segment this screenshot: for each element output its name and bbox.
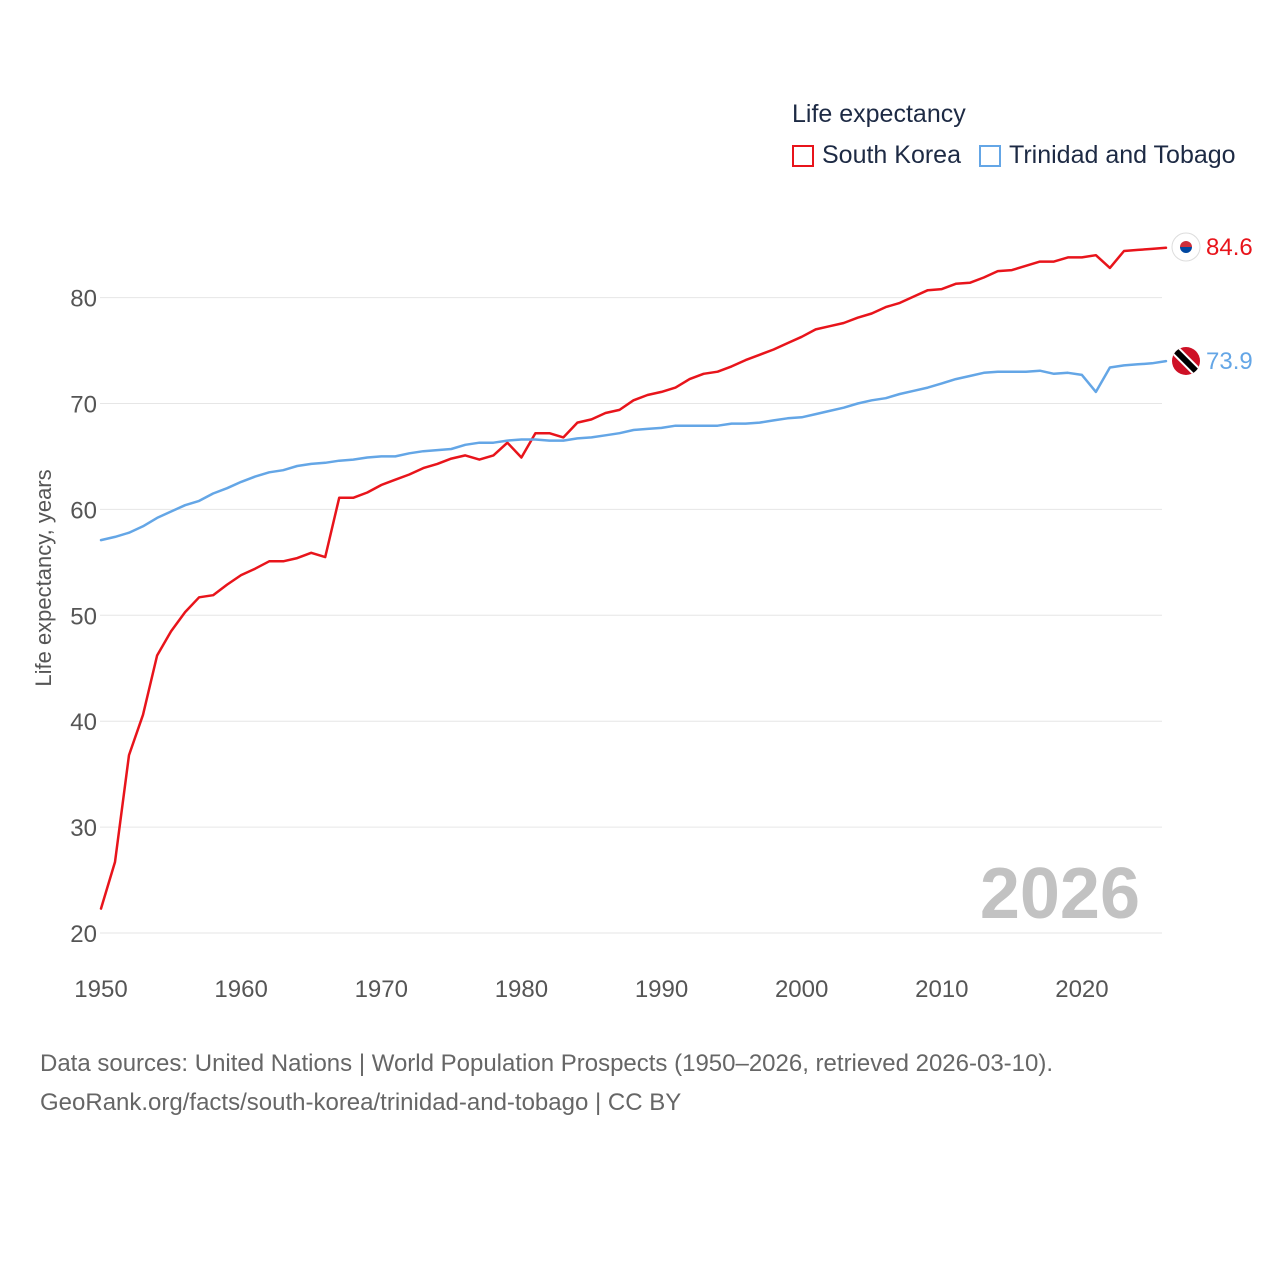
series-line-south-korea[interactable] [99,246,1168,910]
y-tick-label: 70 [70,392,97,419]
y-tick-label: 40 [70,709,97,736]
footer: Data sources: United Nations | World Pop… [40,1044,1053,1122]
x-axis: 1950 1960 1970 1980 1990 2000 2010 2020 [74,976,1108,1003]
trinidad-and-tobago-flag-icon [1172,347,1200,375]
y-axis: 20 30 40 50 60 70 80 [70,286,97,948]
legend-item-south-korea[interactable]: South Korea [792,141,961,170]
legend-title: Life expectancy [792,100,966,128]
x-tick-label: 1960 [214,976,267,1003]
x-tick-label: 2010 [915,976,968,1003]
south-korea-flag-icon [1171,232,1201,262]
legend: South Korea Trinidad and Tobago [792,141,1254,170]
source-link[interactable]: GeoRank.org/facts/south-korea/trinidad-a… [40,1089,682,1116]
y-tick-label: 20 [70,921,97,948]
end-label-trinidad-and-tobago: 73.9 [1206,348,1253,375]
legend-label-trinidad-and-tobago: Trinidad and Tobago [1009,141,1236,169]
x-tick-label: 2000 [775,976,828,1003]
legend-item-trinidad-and-tobago[interactable]: Trinidad and Tobago [979,141,1236,170]
y-tick-label: 30 [70,815,97,842]
year-watermark: 2026 [980,854,1140,934]
end-label-south-korea: 84.6 [1206,234,1253,261]
series-line-trinidad-and-tobago[interactable] [99,359,1168,542]
grid-lines [100,297,1162,934]
x-tick-label: 1950 [74,976,127,1003]
legend-swatch-trinidad-and-tobago [979,144,1001,167]
y-tick-label: 80 [70,286,97,313]
y-tick-label: 50 [70,603,97,630]
x-tick-label: 1970 [355,976,408,1003]
series-lines [99,246,1168,910]
x-tick-label: 1990 [635,976,688,1003]
legend-label-south-korea: South Korea [822,141,961,169]
x-tick-label: 2020 [1055,976,1108,1003]
data-source-text: Data sources: United Nations | World Pop… [40,1050,1054,1077]
x-tick-label: 1980 [495,976,548,1003]
y-tick-label: 60 [70,497,97,524]
legend-swatch-south-korea [792,144,814,167]
